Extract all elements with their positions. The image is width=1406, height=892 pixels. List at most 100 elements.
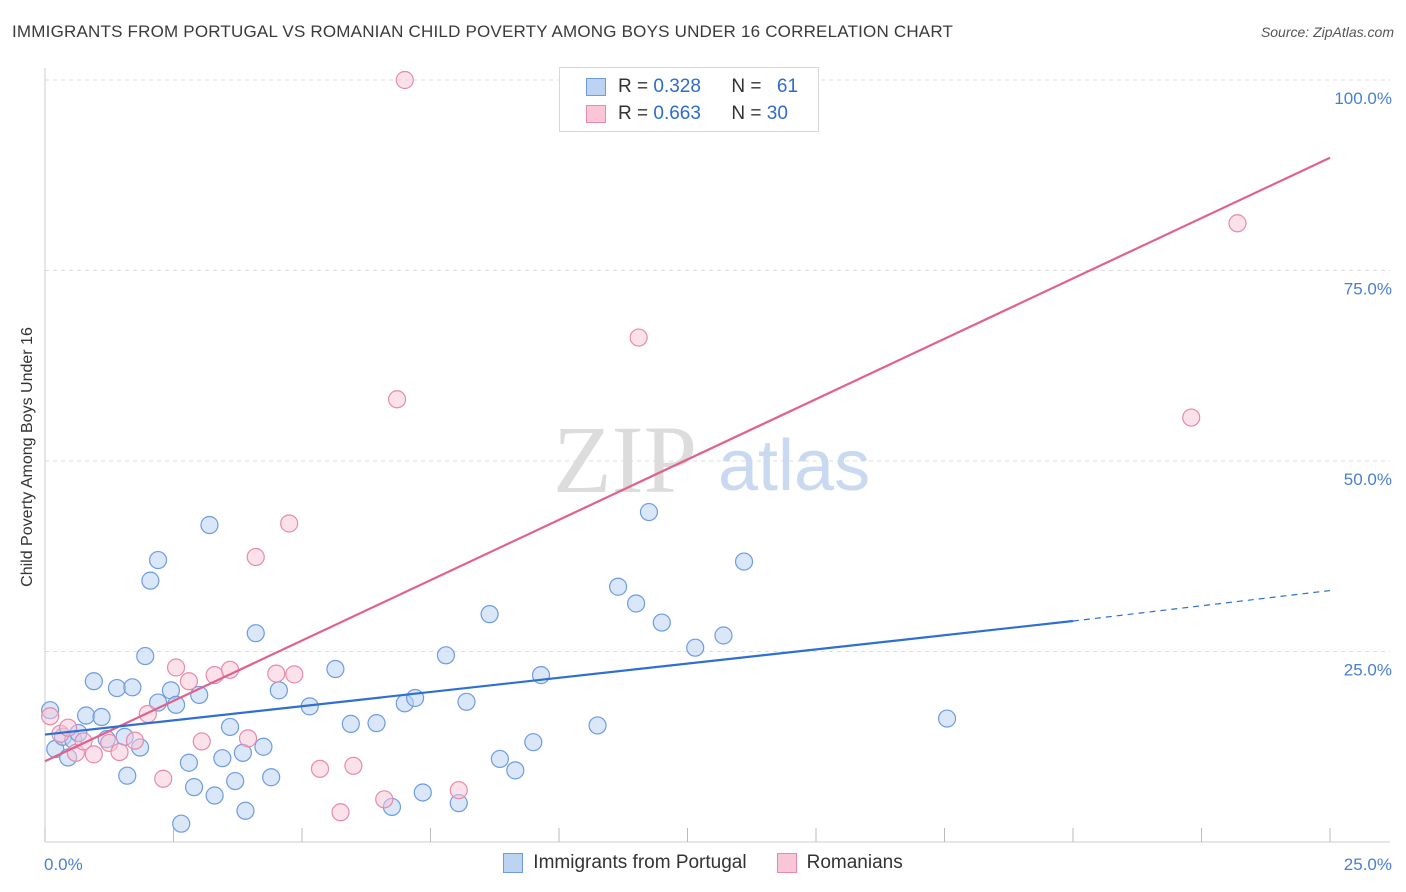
data-point-romanians [238, 729, 258, 748]
data-point-portugal [179, 753, 199, 772]
legend-swatch-romanians [586, 105, 606, 123]
data-point-romanians [110, 742, 129, 762]
data-point-portugal [262, 768, 281, 787]
data-point-portugal [141, 571, 160, 590]
grid-lines [45, 79, 1390, 652]
x-tick-label: 25.0% [1344, 855, 1392, 874]
data-point-romanians [1182, 408, 1201, 427]
data-point-romanians [395, 70, 414, 90]
data-point-portugal [588, 716, 607, 735]
legend-r-value: 0.328 [653, 76, 701, 97]
data-point-portugal [148, 550, 168, 570]
watermark-zip: ZIP [553, 406, 697, 513]
legend-row-romanians: R = 0.663 N = 30 [586, 102, 793, 126]
legend-item-portugal[interactable]: Immigrants from Portugal [503, 852, 747, 874]
watermark: ZIP atlas [553, 406, 870, 513]
data-point-portugal [457, 692, 476, 711]
data-point-portugal [213, 749, 232, 768]
legend-row-portugal: R = 0.328 N = 61 [586, 75, 798, 99]
data-point-romanians [220, 660, 240, 679]
watermark-atlas: atlas [718, 426, 870, 506]
data-point-portugal [490, 749, 509, 769]
y-tick-label: 50.0% [1344, 470, 1392, 489]
data-point-portugal [200, 515, 219, 535]
y-tick-label: 100.0% [1334, 89, 1392, 108]
data-point-romanians [449, 781, 468, 800]
legend-r-value: 0.663 [653, 103, 701, 124]
data-point-portugal [136, 646, 155, 666]
legend-swatch-portugal [586, 78, 606, 96]
data-point-romanians [179, 672, 199, 691]
data-point-portugal [118, 766, 137, 785]
data-point-portugal [714, 626, 733, 645]
data-point-romanians [154, 769, 173, 788]
legend-label-romanians: Romanians [806, 852, 903, 873]
data-point-romanians [1228, 214, 1247, 233]
data-point-portugal [84, 672, 103, 691]
chart-title: IMMIGRANTS FROM PORTUGAL VS ROMANIAN CHI… [12, 22, 954, 41]
data-point-portugal [341, 714, 360, 733]
legend-n-value: 30 [766, 103, 788, 124]
y-tick-label: 75.0% [1344, 280, 1392, 299]
data-point-portugal [652, 613, 671, 632]
source-label: Source: ZipAtlas.com [1260, 24, 1394, 40]
data-point-romanians [285, 665, 304, 684]
data-point-portugal [107, 678, 127, 698]
data-point-romanians [629, 328, 648, 347]
trend-lines [44, 156, 1331, 763]
data-point-portugal [937, 709, 957, 728]
legend-r-label: R = [618, 103, 649, 124]
data-point-portugal [172, 814, 191, 833]
data-point-portugal [236, 801, 255, 820]
data-point-romanians [387, 390, 407, 409]
data-point-romanians [344, 756, 363, 775]
tick-labels: 25.0% 50.0% 75.0% 100.0% 0.0% 25.0% [44, 89, 1392, 874]
legend-r-label: R = [618, 76, 649, 97]
stats-legend: R = 0.328 N = 61 R = 0.663 N = 30 [559, 67, 819, 132]
data-point-romanians [331, 803, 350, 822]
data-point-portugal [734, 552, 754, 571]
data-point-romanians [41, 707, 60, 726]
data-point-portugal [269, 681, 288, 700]
legend-label-portugal: Immigrants from Portugal [533, 852, 747, 873]
data-point-portugal [205, 786, 224, 805]
data-point-romanians [310, 759, 330, 778]
data-point-portugal [326, 659, 345, 679]
data-point-romanians [125, 731, 145, 750]
legend-n-value: 61 [776, 76, 799, 97]
data-point-portugal [123, 678, 142, 697]
data-point-romanians [84, 745, 103, 764]
y-tick-label: 25.0% [1344, 661, 1392, 680]
data-point-romanians [246, 547, 265, 567]
data-point-portugal [480, 605, 499, 624]
data-point-portugal [220, 717, 240, 737]
data-point-portugal [184, 778, 204, 797]
data-point-portugal [626, 594, 646, 613]
data-point-portugal [413, 783, 432, 802]
data-point-romanians [192, 732, 211, 751]
trend-line-portugal [44, 619, 1074, 736]
data-point-romanians [166, 658, 186, 677]
data-point-portugal [246, 624, 265, 643]
legend-swatch-portugal [503, 853, 524, 873]
legend-n-label: N = [731, 76, 762, 97]
trend-line-portugal-extension [1072, 589, 1331, 622]
data-point-portugal [92, 707, 111, 727]
data-point-romanians [280, 514, 299, 533]
data-point-portugal [436, 646, 456, 665]
data-point-romanians [375, 790, 394, 809]
legend-item-romanians[interactable]: Romanians [776, 852, 903, 874]
data-point-portugal [524, 733, 543, 752]
trend-line-romanians [44, 156, 1331, 763]
data-point-portugal [609, 577, 628, 596]
bottom-legend: Immigrants from Portugal Romanians [0, 852, 1406, 874]
x-tick-label: 0.0% [44, 855, 83, 874]
data-point-portugal [639, 502, 659, 522]
data-point-portugal [506, 761, 525, 780]
legend-n-label: N = [731, 103, 762, 124]
data-point-romanians [267, 664, 286, 683]
data-point-portugal [77, 706, 96, 725]
data-point-portugal [367, 714, 386, 733]
data-point-portugal [226, 771, 245, 791]
